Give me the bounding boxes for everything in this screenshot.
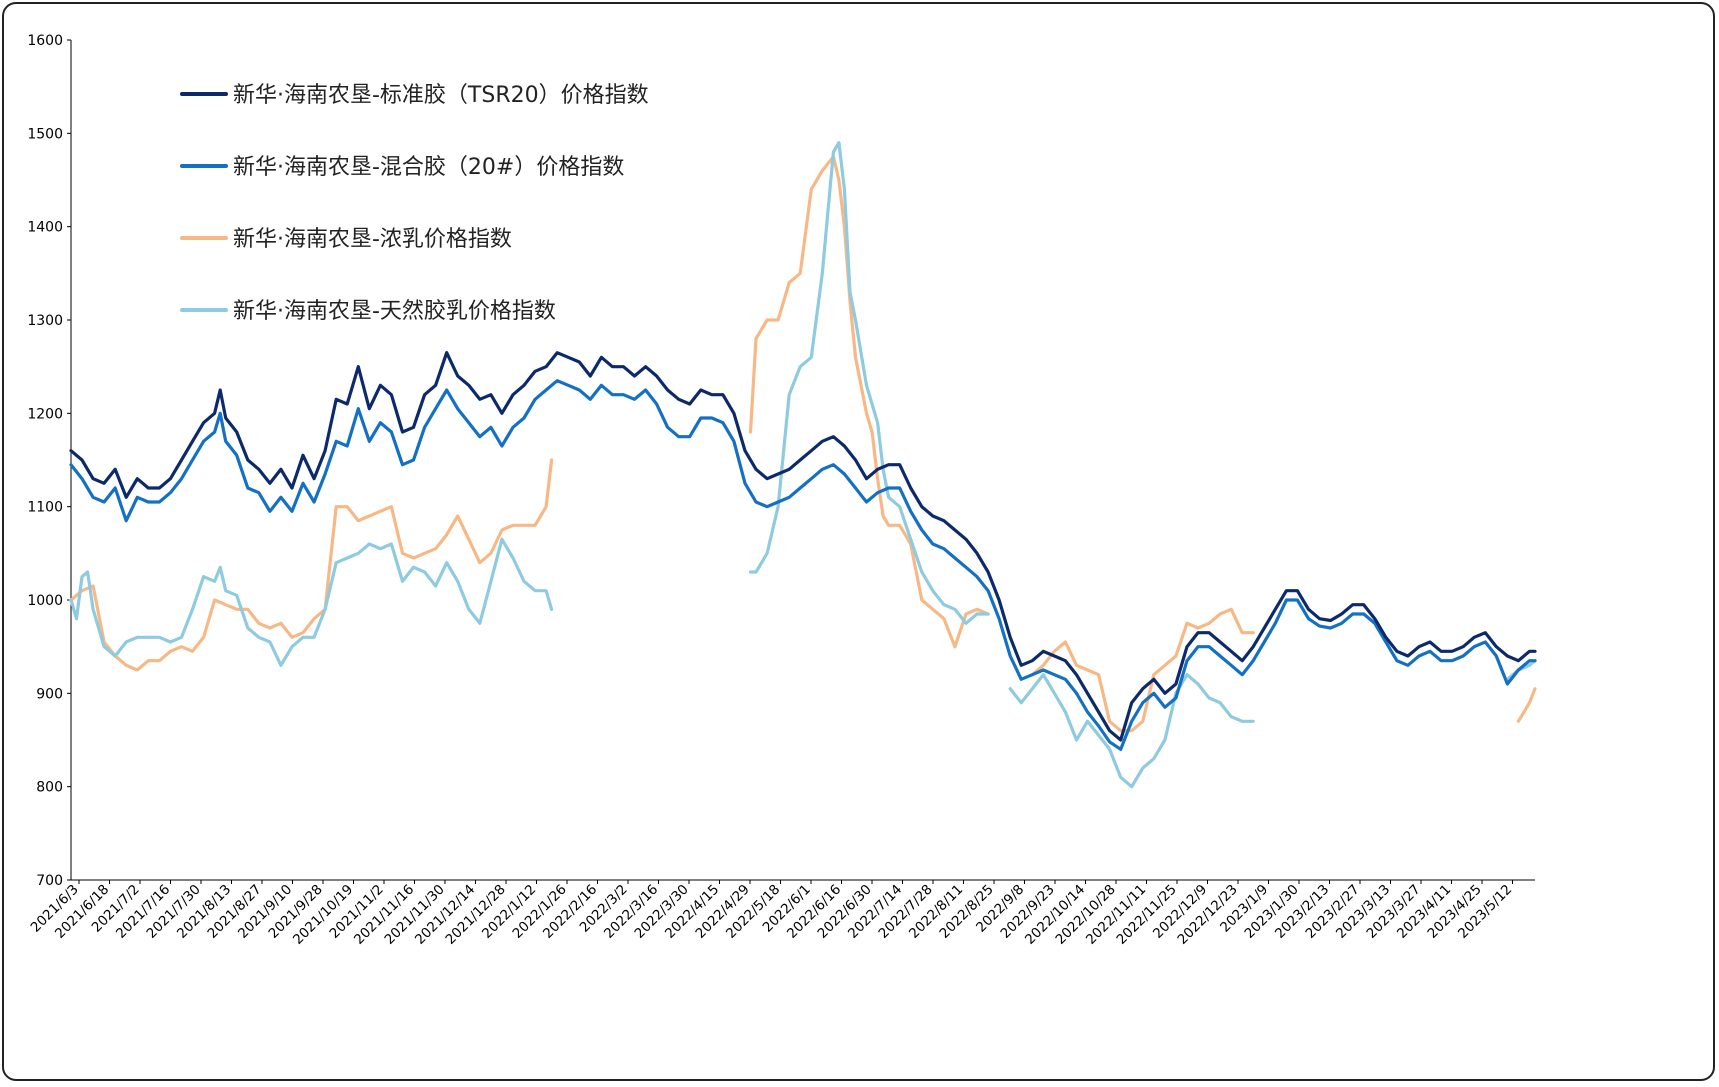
legend-label-natural: 新华·海南农垦-天然胶乳价格指数: [233, 299, 556, 324]
line-chart: 7008009001000110012001300140015001600202…: [27, 33, 1537, 948]
y-tick-label: 1500: [27, 126, 63, 142]
series-line-mix20: [69, 379, 1537, 751]
series-line-latex: [69, 155, 1537, 733]
series-line-tsr20: [69, 351, 1537, 742]
series-line-natural: [69, 141, 1537, 789]
y-tick-label: 900: [36, 686, 63, 702]
y-tick-label: 1200: [27, 406, 63, 422]
y-tick-label: 1600: [27, 33, 63, 49]
legend: 新华·海南农垦-标准胶（TSR20）价格指数新华·海南农垦-混合胶（20#）价格…: [180, 83, 649, 324]
legend-label-latex: 新华·海南农垦-浓乳价格指数: [233, 227, 512, 252]
y-tick-label: 1400: [27, 220, 63, 236]
y-tick-label: 1300: [27, 313, 63, 329]
y-tick-label: 700: [36, 873, 63, 889]
y-tick-label: 1000: [27, 593, 63, 609]
legend-label-mix20: 新华·海南农垦-混合胶（20#）价格指数: [233, 155, 624, 180]
series-lines: [69, 141, 1537, 789]
y-tick-label: 800: [36, 780, 63, 796]
legend-label-tsr20: 新华·海南农垦-标准胶（TSR20）价格指数: [233, 83, 649, 108]
y-tick-label: 1100: [27, 500, 63, 516]
